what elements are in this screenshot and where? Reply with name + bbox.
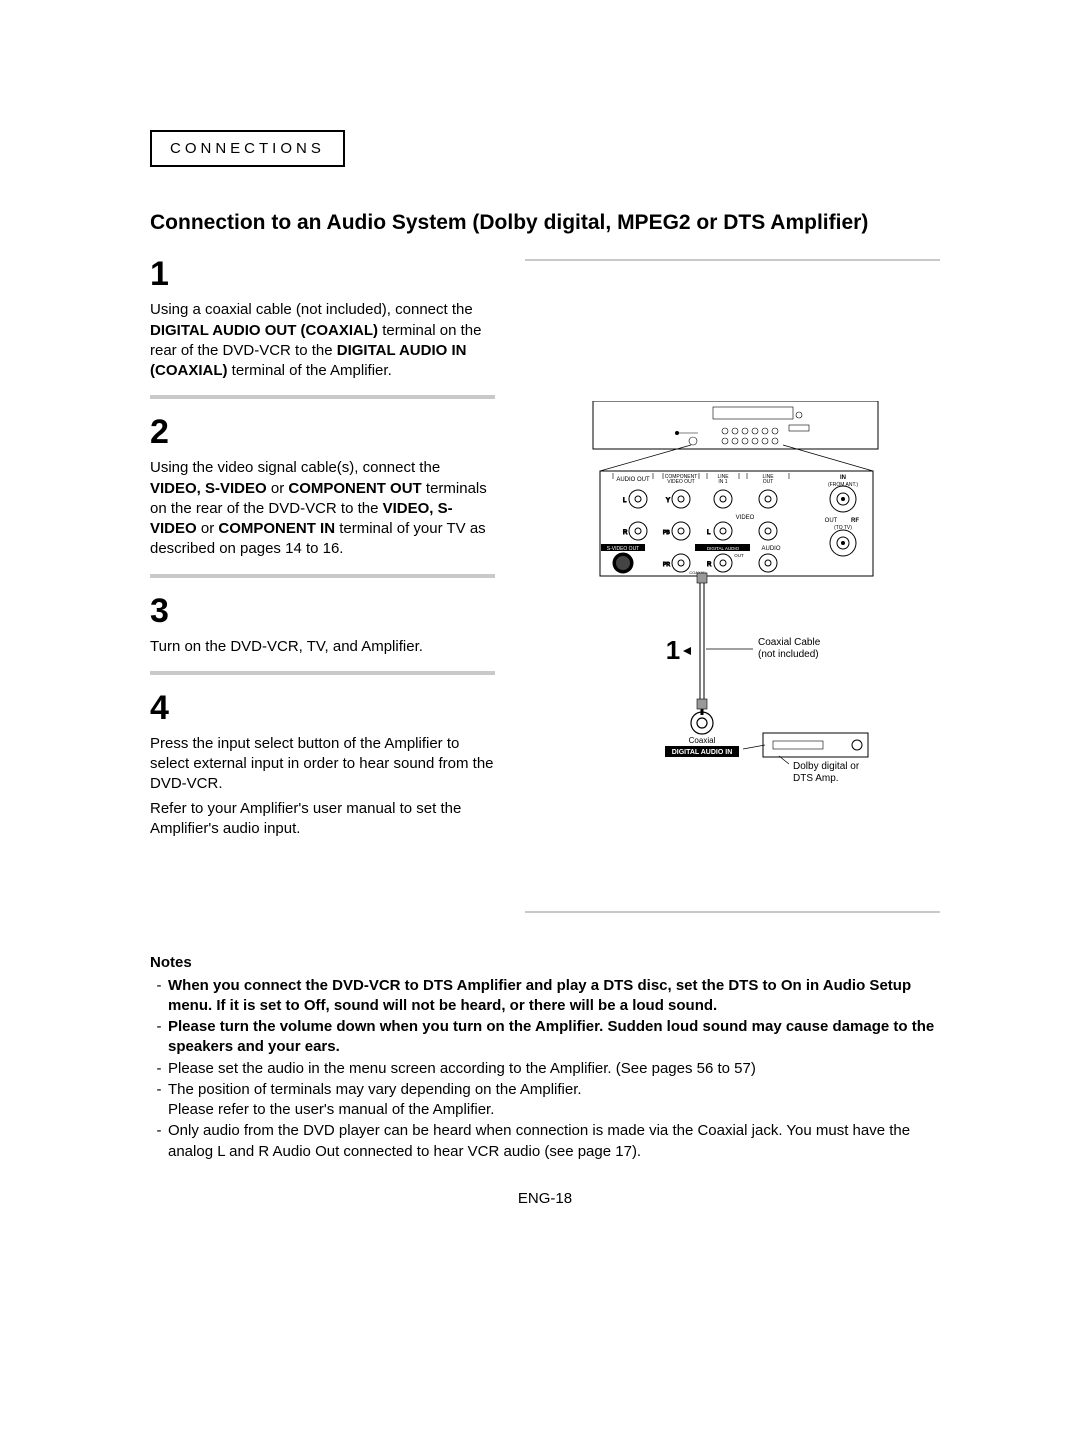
column-divider-bottom [525, 911, 940, 913]
note-dash: - [150, 1017, 168, 1058]
svg-text:(not included): (not included) [758, 649, 819, 660]
notes-section: Notes -When you connect the DVD-VCR to D… [150, 953, 940, 1162]
note-dash: - [150, 1121, 168, 1162]
svg-text:AUDIO OUT: AUDIO OUT [616, 477, 650, 483]
svg-text:VIDEO: VIDEO [735, 515, 754, 521]
svg-text:DIGITAL AUDIO IN: DIGITAL AUDIO IN [671, 749, 732, 756]
step-bold: COMPONENT OUT [288, 480, 421, 497]
svg-text:1: 1 [665, 635, 679, 665]
note-text: Only audio from the DVD player can be he… [168, 1121, 940, 1162]
svg-text:VIDEO OUT: VIDEO OUT [667, 479, 695, 485]
step-text: terminal of the Amplifier. [228, 362, 392, 379]
note-text: Please set the audio in the menu screen … [168, 1059, 940, 1079]
section-label: CONNECTIONS [170, 140, 325, 157]
step-2: 2 Using the video signal cable(s), conne… [150, 413, 495, 577]
step-body: Using a coaxial cable (not included), co… [150, 300, 495, 381]
steps-column: 1 Using a coaxial cable (not included), … [150, 255, 495, 913]
svg-text:IN: IN [840, 475, 846, 481]
step-body: Turn on the DVD-VCR, TV, and Amplifier. [150, 637, 495, 657]
content-columns: 1 Using a coaxial cable (not included), … [150, 255, 940, 913]
step-text: Refer to your Amplifier's user manual to… [150, 799, 495, 840]
step-bold: VIDEO, S-VIDEO [150, 480, 267, 497]
svg-text:DTS Amp.: DTS Amp. [793, 773, 839, 784]
svg-text:AUDIO: AUDIO [761, 546, 780, 552]
notes-list: -When you connect the DVD-VCR to DTS Amp… [150, 976, 940, 1162]
column-divider-top [525, 259, 940, 261]
step-text: Press the input select button of the Amp… [150, 734, 495, 795]
note-item: -Only audio from the DVD player can be h… [150, 1121, 940, 1162]
step-text: or [197, 520, 219, 537]
diagram-container: AUDIO OUT COMPONENT VIDEO OUT LINE IN 1 … [525, 401, 940, 901]
note-dash: - [150, 976, 168, 1017]
svg-text:OUT: OUT [762, 479, 773, 485]
step-text: Using a coaxial cable (not included), co… [150, 301, 473, 318]
diagram-column: AUDIO OUT COMPONENT VIDEO OUT LINE IN 1 … [525, 255, 940, 913]
step-number: 3 [150, 592, 495, 631]
step-number: 2 [150, 413, 495, 452]
step-3: 3 Turn on the DVD-VCR, TV, and Amplifier… [150, 592, 495, 675]
note-text: When you connect the DVD-VCR to DTS Ampl… [168, 976, 940, 1017]
svg-text:S-VIDEO OUT: S-VIDEO OUT [606, 546, 639, 552]
step-number: 4 [150, 689, 495, 728]
svg-text:PR: PR [663, 562, 670, 568]
svg-text:PB: PB [663, 530, 670, 536]
note-text: The position of terminals may vary depen… [168, 1080, 940, 1121]
svg-text:OUT: OUT [824, 518, 837, 524]
step-text: Using the video signal cable(s), connect… [150, 459, 440, 476]
svg-text:Coaxial: Coaxial [688, 736, 715, 745]
document-page: CONNECTIONS Connection to an Audio Syste… [0, 0, 1080, 1247]
svg-text:IN 1: IN 1 [718, 479, 727, 485]
note-item: -The position of terminals may vary depe… [150, 1080, 940, 1121]
svg-text:R: R [623, 530, 628, 536]
notes-title: Notes [150, 953, 940, 973]
page-title: Connection to an Audio System (Dolby dig… [150, 209, 940, 237]
page-number: ENG-18 [150, 1190, 940, 1207]
section-label-box: CONNECTIONS [150, 130, 345, 167]
svg-text:R: R [707, 562, 712, 568]
note-dash: - [150, 1080, 168, 1121]
step-number: 1 [150, 255, 495, 294]
svg-text:Y: Y [666, 498, 670, 504]
svg-text:RF: RF [851, 518, 859, 524]
step-1: 1 Using a coaxial cable (not included), … [150, 255, 495, 399]
step-body: Press the input select button of the Amp… [150, 734, 495, 839]
svg-text:Dolby digital or: Dolby digital or [793, 761, 860, 772]
step-4: 4 Press the input select button of the A… [150, 689, 495, 853]
step-body: Using the video signal cable(s), connect… [150, 458, 495, 559]
connection-diagram: AUDIO OUT COMPONENT VIDEO OUT LINE IN 1 … [583, 401, 883, 901]
note-item: -When you connect the DVD-VCR to DTS Amp… [150, 976, 940, 1017]
step-text: Turn on the DVD-VCR, TV, and Amplifier. [150, 638, 423, 655]
svg-text:OUT: OUT [734, 553, 744, 558]
svg-text:DIGITAL AUDIO: DIGITAL AUDIO [706, 546, 739, 551]
step-bold: COMPONENT IN [218, 520, 335, 537]
note-text: Please turn the volume down when you tur… [168, 1017, 940, 1058]
step-text: or [267, 480, 289, 497]
svg-text:Coaxial Cable: Coaxial Cable [758, 637, 821, 648]
note-item: -Please set the audio in the menu screen… [150, 1059, 940, 1079]
note-dash: - [150, 1059, 168, 1079]
note-item: -Please turn the volume down when you tu… [150, 1017, 940, 1058]
step-bold: DIGITAL AUDIO OUT (COAXIAL) [150, 322, 378, 339]
